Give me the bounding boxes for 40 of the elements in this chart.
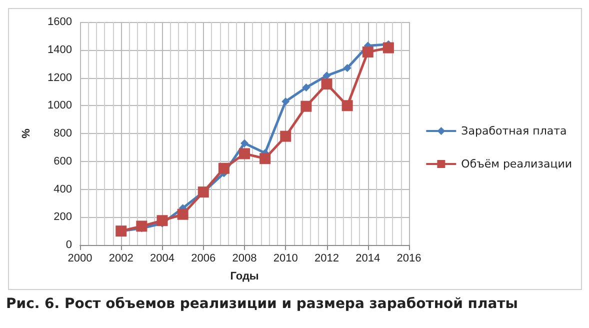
x-tick-label: 2002	[108, 252, 134, 264]
x-tick-label: 2014	[356, 252, 380, 264]
point	[260, 153, 271, 164]
point	[322, 72, 331, 80]
legend-label: Заработная плата	[461, 124, 567, 138]
x-tick-label: 2012	[314, 252, 339, 264]
y-tick-label: 800	[54, 128, 72, 140]
text: Рис. 6. Рост объемов реализиции и размера заработной платы	[6, 296, 518, 312]
point	[177, 208, 188, 220]
x-tick-label: 2016	[396, 252, 422, 264]
x-tick-label: 2008	[232, 252, 257, 264]
x-tick-label: 2010	[273, 252, 298, 264]
y-tick-label: 1400	[48, 44, 72, 56]
point	[239, 148, 250, 160]
y-tick-label: 1200	[48, 72, 72, 84]
y-tick-label: 1000	[48, 100, 72, 112]
point	[302, 84, 310, 92]
point	[300, 100, 312, 112]
point	[282, 97, 290, 106]
x-tick-label: 2000	[68, 252, 92, 264]
x-tick-label: 2004	[150, 252, 174, 264]
point	[382, 42, 394, 54]
point	[280, 130, 292, 142]
x-tick-label: 2006	[191, 252, 216, 264]
y-tick-label: 600	[54, 155, 72, 168]
point	[156, 215, 168, 226]
x-axis-title: Годы	[230, 270, 259, 282]
y-tick-label: 0	[66, 239, 72, 251]
point	[218, 162, 230, 174]
point	[240, 139, 248, 148]
y-axis-title: %	[20, 128, 32, 138]
y-tick-label: 400	[54, 183, 72, 196]
y-tick-label: 1600	[48, 16, 72, 28]
point	[136, 220, 148, 232]
legend-label: Объём реализации	[461, 158, 572, 170]
point	[321, 78, 332, 90]
point	[343, 64, 352, 72]
y-tick-label: 200	[54, 211, 72, 224]
point	[362, 46, 374, 58]
point	[342, 100, 353, 112]
